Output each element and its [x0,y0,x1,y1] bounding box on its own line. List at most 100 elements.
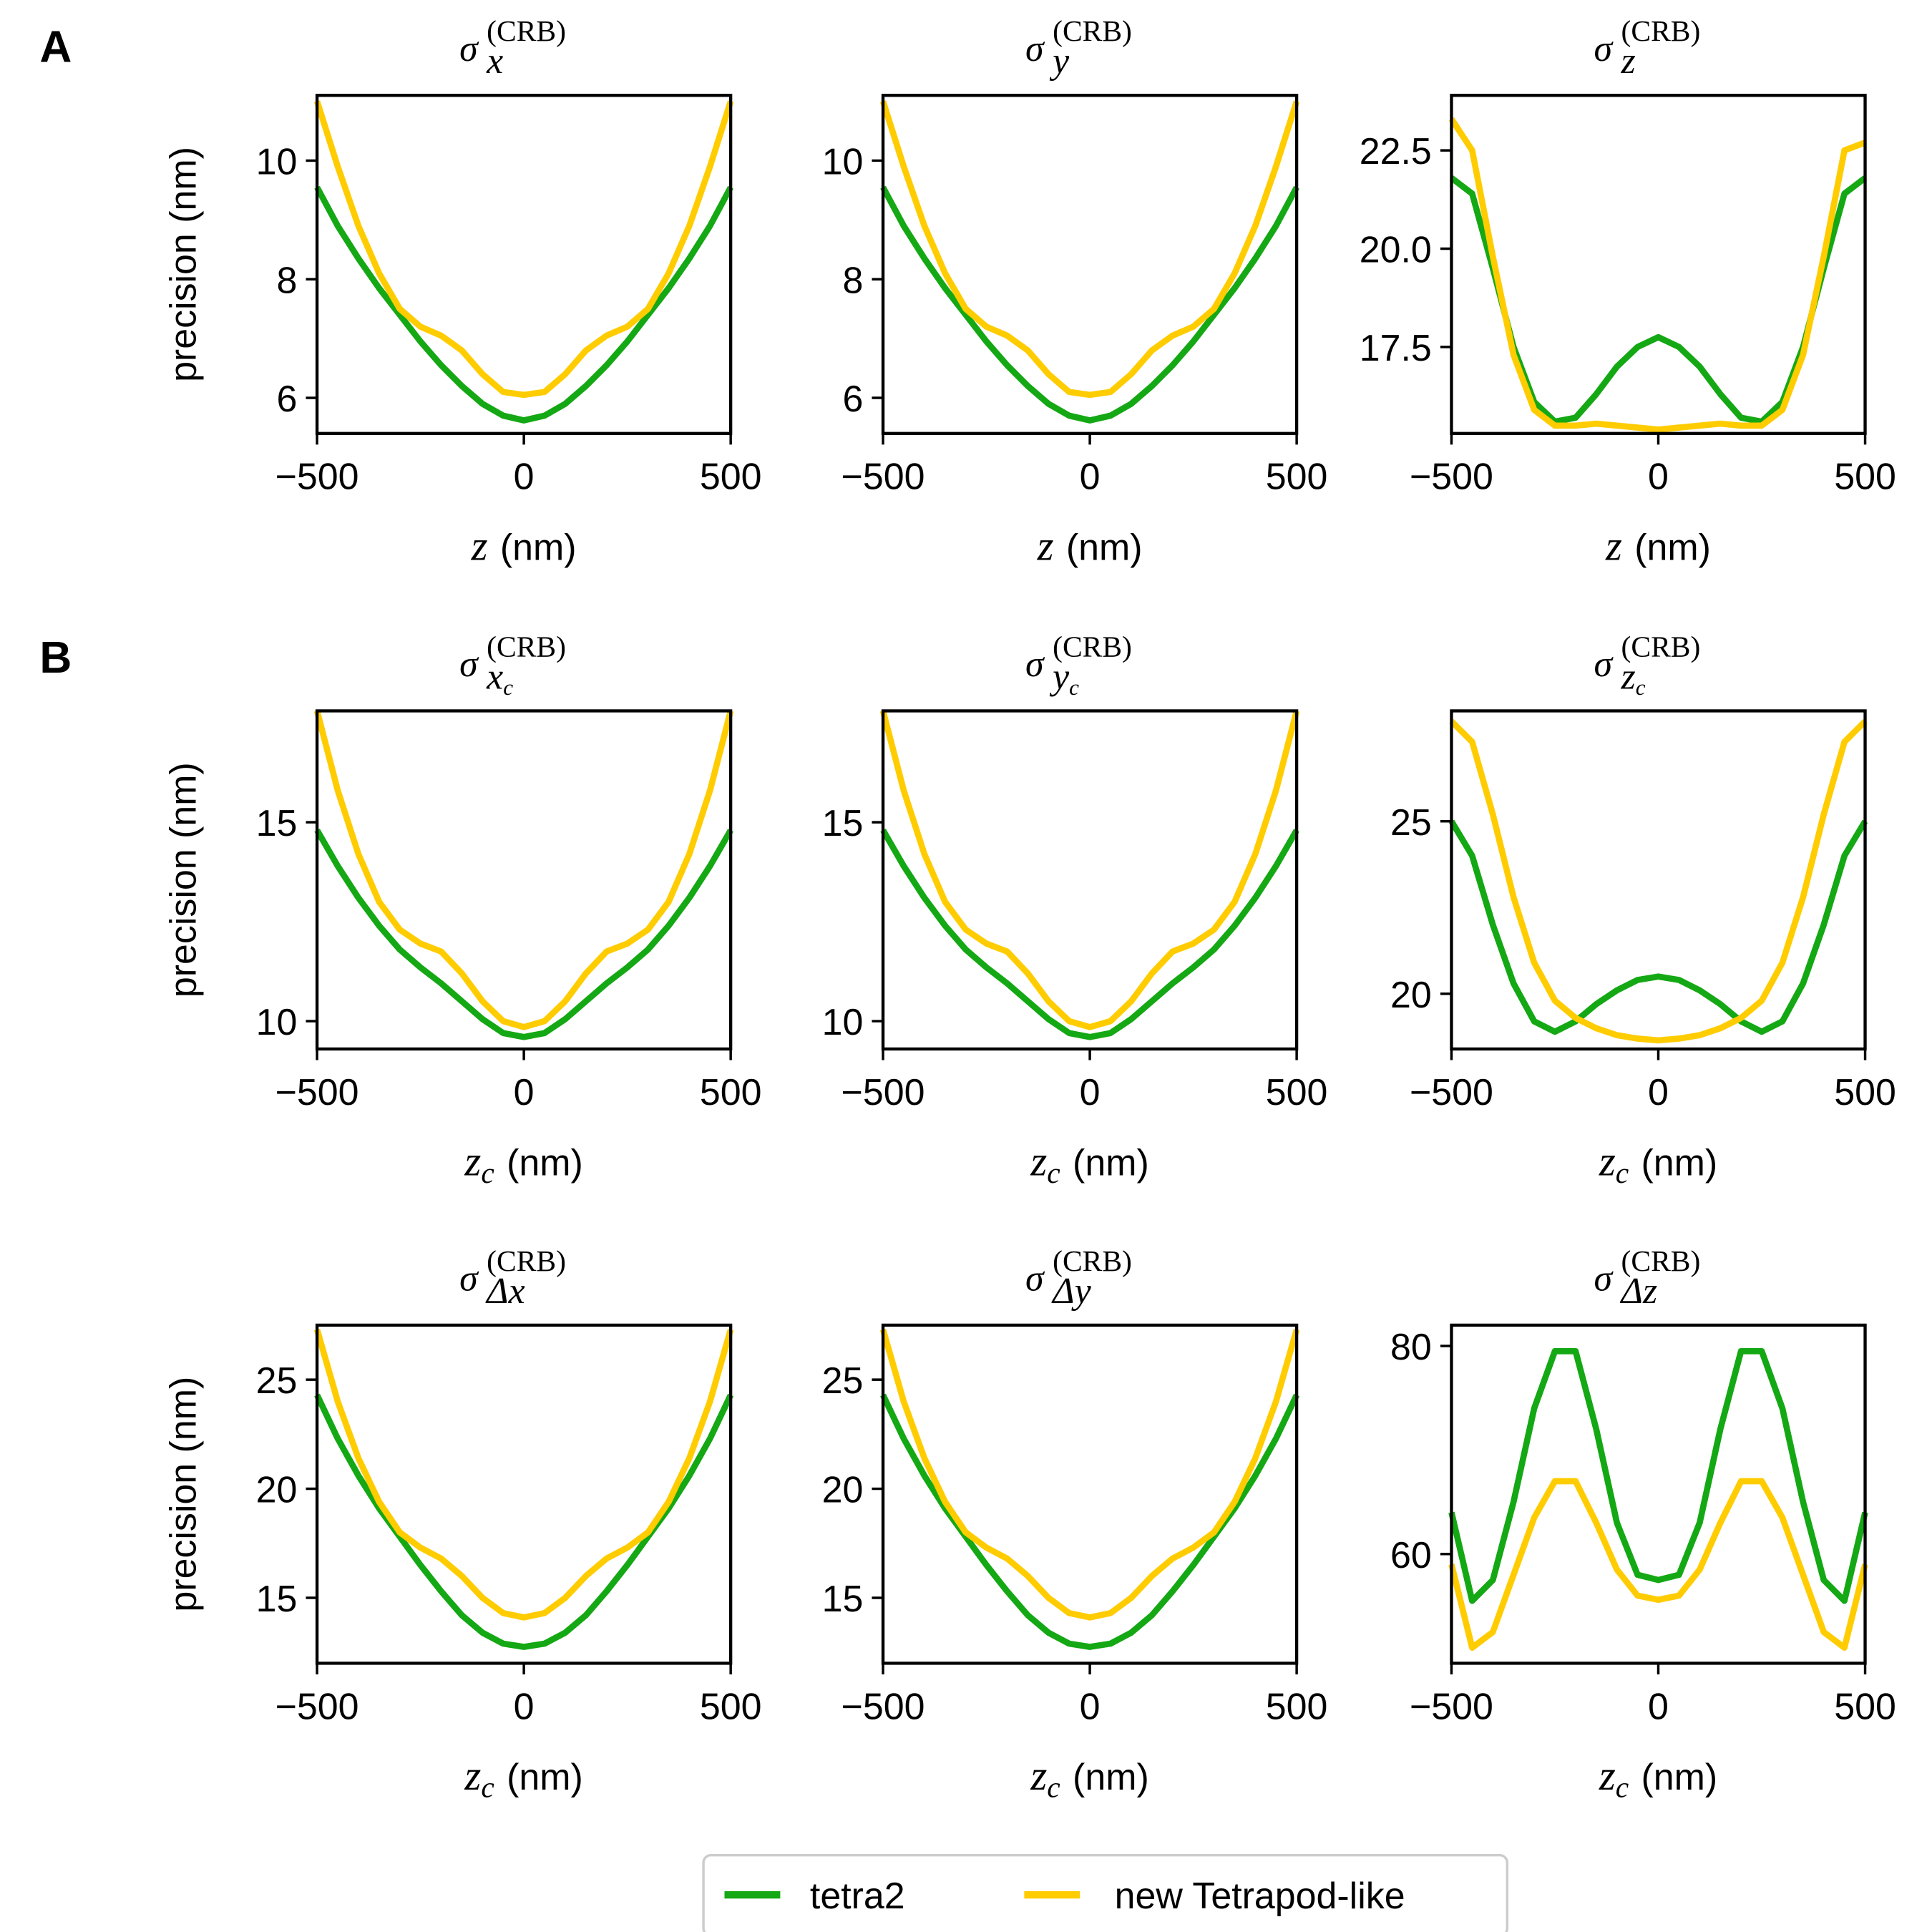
x-label-sub: c [1047,1156,1060,1189]
x-label-var: z [464,1752,481,1799]
x-axis-label: z (nm) [1037,522,1143,569]
title-sub: Δy [1051,1271,1091,1312]
x-tick-label: 0 [1080,457,1101,498]
x-label-unit: (nm) [1634,527,1711,568]
x-label-sub: c [481,1770,494,1803]
series-line [879,1328,1300,1621]
title-sub-main: z [1621,656,1636,697]
x-label-var: z [1599,1138,1616,1184]
x-tick-label: −500 [841,457,925,498]
y-tick-label: 20.0 [1360,230,1432,271]
title-symbol: σ [1594,29,1614,69]
y-tick-label: 10 [822,1002,864,1043]
x-axis-label: zc (nm) [1599,1138,1717,1189]
x-tick-label: −500 [1410,1072,1493,1113]
title-symbol: σ [459,1258,479,1299]
panel-label: A [39,23,72,72]
series-line [314,829,733,1040]
x-tick-label: 0 [1080,1072,1101,1113]
x-tick-label: 0 [1080,1686,1101,1727]
x-label-unit: (nm) [1066,527,1143,568]
x-axis-label: zc (nm) [1599,1752,1717,1803]
title-sup: (CRB) [1621,1244,1701,1278]
series-line [880,185,1299,424]
legend-label: new Tetrapod-like [1115,1875,1405,1917]
x-label-var: z [1599,1752,1616,1799]
x-tick-label: 0 [514,1072,535,1113]
series-line [1449,718,1868,1044]
x-label-unit: (nm) [1073,1757,1149,1798]
x-tick-label: 0 [1648,1686,1669,1727]
x-label-var: z [1605,522,1622,569]
y-tick-label: 17.5 [1360,328,1432,369]
title-sub-sub: c [503,675,513,700]
y-tick-label: 15 [822,1579,864,1620]
legend-box [702,1853,1509,1932]
series-line [1448,117,1867,433]
x-tick-label: 500 [700,1072,762,1113]
x-tick-label: 0 [514,457,535,498]
y-axis-label: precision (nm) [162,147,204,382]
title-sub: zc [1621,656,1646,700]
legend-label: tetra2 [810,1875,905,1917]
x-axis-label: zc (nm) [464,1752,582,1803]
series-line [1448,819,1868,1035]
x-tick-label: 0 [514,1686,535,1727]
x-axis-label: zc (nm) [1030,1138,1148,1189]
y-tick-label: 8 [277,260,298,301]
y-tick-label: 80 [1390,1327,1432,1368]
title-sub: yc [1049,656,1079,700]
y-tick-label: 8 [842,260,863,301]
x-tick-label: 500 [1834,1686,1896,1727]
title-sup: (CRB) [1621,630,1701,663]
series-line [313,710,734,1030]
x-label-var: z [1030,1138,1047,1184]
x-label-sub: c [1047,1770,1060,1803]
y-tick-label: 10 [822,141,864,182]
series-line [314,1393,734,1650]
y-tick-label: 20 [822,1470,864,1511]
y-tick-label: 25 [822,1360,864,1402]
title-sub: y [1049,41,1070,82]
title-symbol: σ [459,29,479,69]
y-tick-label: 6 [277,379,298,420]
x-axis-label: z (nm) [471,522,577,569]
y-tick-label: 10 [256,1002,298,1043]
title-symbol: σ [1594,644,1614,685]
title-sub-main: y [1049,656,1070,697]
title-sup: (CRB) [1053,630,1132,663]
x-label-sub: c [1616,1770,1629,1803]
title-sub: Δx [485,1271,525,1312]
x-label-var: z [464,1138,481,1184]
x-label-var: z [1030,1752,1047,1799]
series-line [314,185,733,424]
x-tick-label: 0 [1648,457,1669,498]
title-sub-sub: c [1636,675,1646,700]
series-line [1448,1347,1868,1604]
x-tick-label: −500 [275,1072,359,1113]
title-sub: x [486,41,503,82]
y-tick-label: 6 [842,379,863,420]
title-sup: (CRB) [1053,14,1132,48]
x-label-var: z [1037,522,1054,569]
panel-label: B [39,633,72,683]
x-tick-label: 500 [1266,457,1328,498]
x-label-unit: (nm) [1641,1757,1717,1798]
x-label-unit: (nm) [500,527,577,568]
y-tick-label: 15 [256,1579,298,1620]
y-tick-label: 20 [256,1470,298,1511]
x-tick-label: 500 [1834,457,1896,498]
y-axis-label: precision (nm) [162,762,204,997]
x-tick-label: −500 [275,1686,359,1727]
series-line [879,100,1300,399]
title-symbol: σ [1025,1258,1045,1299]
series-line [879,710,1300,1030]
title-sup: (CRB) [487,1244,566,1278]
series-line [313,100,734,399]
title-sub-main: Δx [485,1271,525,1312]
title-sup: (CRB) [1621,14,1701,48]
title-symbol: σ [1594,1258,1614,1299]
title-sub: z [1621,41,1636,82]
x-axis-label: zc (nm) [464,1138,582,1189]
